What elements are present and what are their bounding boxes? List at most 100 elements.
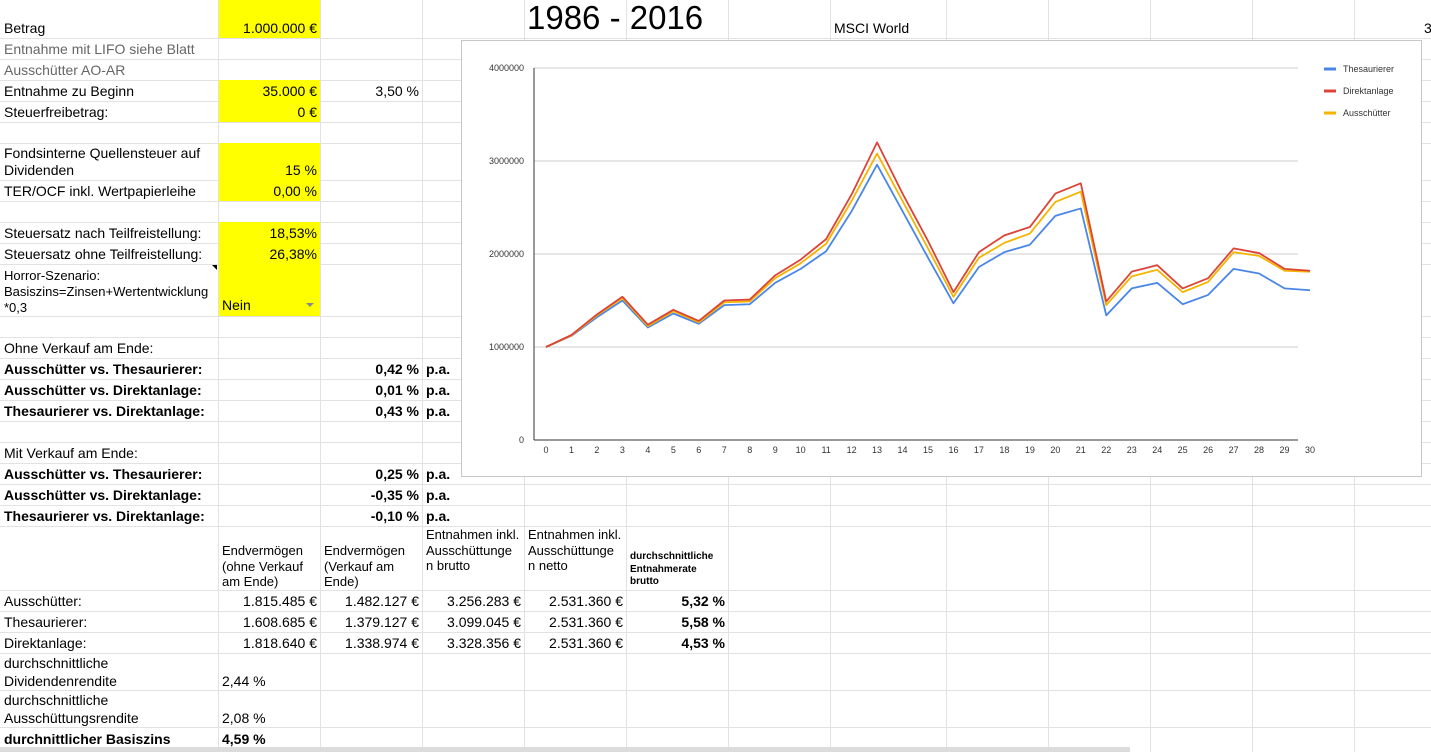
ausschuetter-ao-label[interactable]: Ausschütter AO-AR [4, 62, 126, 78]
horror-select[interactable]: Nein [222, 297, 251, 313]
ohne-row-value[interactable]: 0,42 % [375, 361, 419, 377]
header-entn-netto[interactable]: Entnahmen inkl. Ausschüttunge n netto [528, 527, 622, 573]
table-cell[interactable]: 5,58 % [681, 614, 725, 630]
horror-label-1[interactable]: Horror-Szenario: [4, 268, 101, 283]
table-row-label[interactable]: Direktanlage: [4, 635, 87, 651]
x-tick-label: 30 [1305, 445, 1315, 455]
x-tick-label: 5 [671, 445, 676, 455]
ohne-row-value[interactable]: 0,43 % [375, 403, 419, 419]
ohne-row-value[interactable]: 0,01 % [375, 382, 419, 398]
y-tick-label: 2000000 [489, 249, 524, 259]
table-cell[interactable]: 2.531.360 € [549, 614, 623, 630]
table-cell[interactable]: 1.482.127 € [345, 593, 419, 609]
x-tick-label: 9 [773, 445, 778, 455]
x-tick-label: 28 [1254, 445, 1264, 455]
header-rate[interactable]: durchschnittliche Entnahmerate brutto [630, 551, 714, 587]
header-endv-mit[interactable]: Endvermögen (Verkauf am Ende) [324, 543, 405, 589]
table-cell[interactable]: 1.608.685 € [243, 614, 317, 630]
div-value[interactable]: 2,44 % [222, 673, 266, 689]
table-cell[interactable]: 2.531.360 € [549, 593, 623, 609]
y-tick-label: 0 [519, 435, 524, 445]
ohne-row-label[interactable]: Thesaurierer vs. Direktanlage: [4, 403, 205, 419]
table-cell[interactable]: 1.338.974 € [345, 635, 419, 651]
edge-cell[interactable]: 3 [1424, 20, 1431, 36]
x-tick-label: 15 [923, 445, 933, 455]
line-chart[interactable]: 0 1000000 2000000 3000000 4000000 0 1 2 3 4 5 6 7 8 9 1… [461, 40, 1422, 477]
table-cell[interactable]: 1.818.640 € [243, 635, 317, 651]
mit-row-value[interactable]: -0,35 % [370, 487, 419, 503]
table-cell[interactable]: 3.328.356 € [447, 635, 521, 651]
quellensteuer-label-1[interactable]: Fondsinterne Quellensteuer auf [4, 145, 201, 161]
legend-label: Direktanlage [1343, 86, 1394, 96]
x-tick-label: 3 [620, 445, 625, 455]
steuer-otf-label[interactable]: Steuersatz ohne Teilfreistellung: [4, 246, 203, 262]
chevron-down-icon[interactable] [306, 303, 314, 307]
div-label-1[interactable]: durchschnittliche [4, 655, 109, 671]
betrag-value[interactable]: 1.000.000 € [243, 20, 317, 36]
mit-row-unit[interactable]: p.a. [426, 466, 451, 482]
steuer-otf-value[interactable]: 26,38% [269, 246, 317, 262]
basis-label[interactable]: durchnittlicher Basiszins [4, 731, 171, 747]
mit-verkauf-heading[interactable]: Mit Verkauf am Ende: [4, 445, 138, 461]
ohne-verkauf-heading[interactable]: Ohne Verkauf am Ende: [4, 340, 154, 356]
ohne-row-label[interactable]: Ausschütter vs. Thesaurierer: [4, 361, 203, 377]
entnahme-pct[interactable]: 3,50 % [375, 83, 419, 99]
mit-row-unit[interactable]: p.a. [426, 487, 451, 503]
horror-label-2[interactable]: Basiszins=Zinsen+Wertentwicklung [4, 284, 209, 299]
x-tick-label: 26 [1203, 445, 1213, 455]
header-endv-ohne[interactable]: Endvermögen (ohne Verkauf am Ende) [222, 543, 303, 589]
table-row-label[interactable]: Thesaurierer: [4, 614, 88, 630]
table-cell[interactable]: 5,32 % [681, 593, 725, 609]
table-cell[interactable]: 1.379.127 € [345, 614, 419, 630]
x-tick-label: 6 [696, 445, 701, 455]
index-name[interactable]: MSCI World [834, 20, 910, 36]
quellensteuer-label-2[interactable]: Dividenden [4, 162, 75, 178]
entnahme-value[interactable]: 35.000 € [262, 83, 318, 99]
mit-row-value[interactable]: -0,10 % [370, 508, 419, 524]
basis-value[interactable]: 4,59 % [222, 731, 266, 747]
table-cell[interactable]: 2.531.360 € [549, 635, 623, 651]
mit-row-label[interactable]: Ausschütter vs. Thesaurierer: [4, 466, 203, 482]
betrag-label[interactable]: Betrag [4, 20, 46, 36]
steuer-tf-value[interactable]: 18,53% [269, 225, 317, 241]
ohne-row-unit[interactable]: p.a. [426, 382, 451, 398]
aus-label-1[interactable]: durchschnittliche [4, 692, 109, 708]
aus-value[interactable]: 2,08 % [222, 710, 266, 726]
x-tick-label: 21 [1076, 445, 1086, 455]
y-tick-label: 4000000 [489, 63, 524, 73]
mit-row-label[interactable]: Ausschütter vs. Direktanlage: [4, 487, 202, 503]
mit-row-label[interactable]: Thesaurierer vs. Direktanlage: [4, 508, 205, 524]
div-label-2[interactable]: Dividendenrendite [4, 673, 117, 689]
steuer-tf-label[interactable]: Steuersatz nach Teilfreistellung: [4, 225, 202, 241]
table-row-label[interactable]: Ausschütter: [4, 593, 82, 609]
x-tick-label: 2 [594, 445, 599, 455]
x-tick-label: 12 [847, 445, 857, 455]
ohne-row-unit[interactable]: p.a. [426, 361, 451, 377]
legend-label: Thesaurierer [1343, 64, 1394, 74]
lifo-label[interactable]: Entnahme mit LIFO siehe Blatt [4, 41, 195, 57]
ohne-row-unit[interactable]: p.a. [426, 403, 451, 419]
table-cell[interactable]: 3.099.045 € [447, 614, 521, 630]
freibetrag-label[interactable]: Steuerfreibetrag: [4, 104, 109, 120]
header-entn-brutto[interactable]: Entnahmen inkl. Ausschüttunge n brutto [426, 527, 520, 573]
entnahme-label[interactable]: Entnahme zu Beginn [4, 83, 134, 99]
mit-row-unit[interactable]: p.a. [426, 508, 451, 524]
table-cell[interactable]: 4,53 % [681, 635, 725, 651]
x-tick-label: 13 [872, 445, 882, 455]
table-cell[interactable]: 3.256.283 € [447, 593, 521, 609]
x-tick-label: 22 [1101, 445, 1111, 455]
ter-value[interactable]: 0,00 % [273, 183, 317, 199]
mit-row-value[interactable]: 0,25 % [375, 466, 419, 482]
x-tick-label: 8 [747, 445, 752, 455]
freibetrag-value[interactable]: 0 € [297, 104, 317, 120]
ohne-row-label[interactable]: Ausschütter vs. Direktanlage: [4, 382, 202, 398]
aus-label-2[interactable]: Ausschüttungsrendite [4, 710, 139, 726]
x-tick-label: 18 [999, 445, 1009, 455]
quellensteuer-value[interactable]: 15 % [285, 162, 317, 178]
title-years[interactable]: 1986 - 2016 [527, 0, 704, 36]
ter-label[interactable]: TER/OCF inkl. Wertpapierleihe [4, 183, 196, 199]
x-tick-label: 4 [645, 445, 650, 455]
horizontal-scrollbar[interactable] [0, 747, 1130, 752]
horror-label-3[interactable]: *0,3 [4, 300, 28, 315]
table-cell[interactable]: 1.815.485 € [243, 593, 317, 609]
